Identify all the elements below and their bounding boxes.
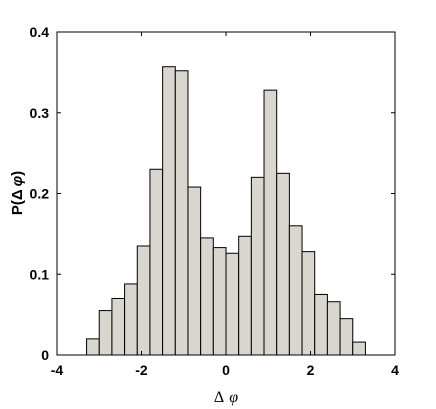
y-tick-label: 0 — [41, 347, 49, 363]
histogram-bar — [326, 301, 341, 356]
histogram-bar — [98, 310, 113, 356]
y-tick-label: 0.4 — [30, 24, 50, 40]
histogram-bar — [276, 172, 290, 356]
histogram-bar — [149, 168, 164, 356]
histogram-bar — [238, 235, 252, 356]
x-tick-label: -4 — [51, 362, 64, 378]
histogram-bar — [136, 245, 151, 356]
histogram-bar — [339, 318, 354, 356]
x-tick-label: -2 — [135, 362, 148, 378]
histogram-bar — [124, 283, 138, 356]
y-axis-label: P(Δφ) — [9, 171, 26, 215]
histogram-bar — [263, 89, 278, 356]
histogram-bar — [301, 251, 316, 356]
histogram-bar — [250, 176, 265, 356]
bars-group — [86, 66, 366, 356]
y-tick-label: 0.1 — [30, 266, 50, 282]
x-tick-label: 0 — [222, 362, 230, 378]
histogram-bar — [200, 237, 214, 356]
histogram-bar — [162, 66, 176, 356]
histogram-bar — [174, 70, 189, 356]
histogram-bar — [111, 297, 126, 356]
y-tick-label: 0.2 — [30, 186, 50, 202]
histogram-bar — [314, 293, 328, 356]
histogram-bar — [86, 338, 100, 356]
y-axis: 0 0.1 0.2 0.3 0.4 — [30, 24, 395, 363]
histogram-bar — [212, 247, 227, 356]
histogram-bar — [288, 225, 303, 356]
y-tick-label: 0.3 — [30, 105, 50, 121]
x-tick-label: 2 — [307, 362, 315, 378]
histogram-bar — [187, 186, 202, 356]
histogram-bar — [225, 252, 240, 356]
x-axis: -4 -2 0 2 4 — [51, 32, 399, 378]
x-tick-label: 4 — [391, 362, 399, 378]
histogram-bar — [352, 341, 366, 356]
